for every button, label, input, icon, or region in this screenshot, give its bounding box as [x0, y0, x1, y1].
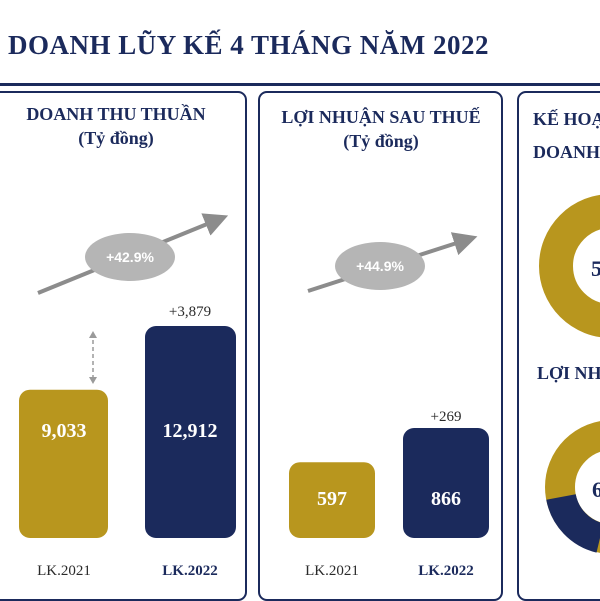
profit-chart: +44.9% 597 866 +269 LK.2021 LK.2022 — [289, 232, 489, 579]
title-underline — [0, 83, 600, 86]
profit-difference-label: +269 — [431, 409, 462, 425]
plan-donut-profit: 6 — [545, 421, 600, 553]
revenue-value-lk2022: 12,912 — [163, 420, 218, 442]
plan-panel-title-2: DOANH — [533, 142, 600, 162]
profit-growth-label: +44.9% — [356, 258, 404, 274]
plan-donut-profit-ring-navy — [546, 493, 600, 553]
revenue-diff-arrow-down — [89, 377, 97, 384]
plan-panel-title-1: KẾ HOẠ — [533, 109, 600, 129]
revenue-category-lk2022: LK.2022 — [162, 563, 217, 579]
profit-value-lk2021: 597 — [317, 488, 347, 510]
plan-donut-revenue: 5 — [539, 194, 600, 338]
revenue-value-lk2021: 9,033 — [42, 420, 87, 442]
profit-category-lk2021: LK.2021 — [305, 563, 359, 579]
revenue-chart-title: DOANH THU THUẦN — [26, 104, 206, 124]
profit-value-lk2022: 866 — [431, 488, 461, 510]
revenue-diff-arrow-up — [89, 331, 97, 338]
plan-donut-profit-ring-gold — [545, 421, 600, 553]
page-title: DOANH LŨY KẾ 4 THÁNG NĂM 2022 — [8, 30, 490, 60]
profit-chart-unit: (Tỷ đồng) — [343, 131, 419, 151]
revenue-growth-ellipse — [85, 233, 175, 281]
revenue-growth-label: +42.9% — [106, 249, 154, 265]
profit-bar-lk2022 — [403, 428, 489, 538]
profit-chart-title: LỢI NHUẬN SAU THUẾ — [281, 107, 481, 127]
plan-donut-profit-value: 6 — [592, 477, 600, 502]
plan-profit-label: LỢI NH — [537, 363, 600, 383]
revenue-panel-header: DOANH THU THUẦN (Tỷ đồng) — [0, 102, 236, 150]
revenue-bar-lk2022 — [145, 326, 236, 538]
profit-category-lk2022: LK.2022 — [418, 563, 473, 579]
revenue-chart: +42.9% 9,033 12,912 +3,879 LK.2021 LK.20… — [19, 213, 236, 579]
profit-panel-header: LỢI NHUẬN SAU THUẾ (Tỷ đồng) — [263, 105, 499, 153]
profit-bar-lk2021 — [289, 462, 375, 538]
plan-donut-revenue-ring — [539, 194, 600, 338]
revenue-bar-lk2021 — [19, 389, 108, 538]
revenue-difference-label: +3,879 — [169, 304, 211, 320]
revenue-chart-unit: (Tỷ đồng) — [78, 128, 154, 148]
revenue-category-lk2021: LK.2021 — [37, 563, 91, 579]
profit-growth-ellipse — [335, 242, 425, 290]
plan-donut-revenue-value: 5 — [591, 256, 600, 281]
